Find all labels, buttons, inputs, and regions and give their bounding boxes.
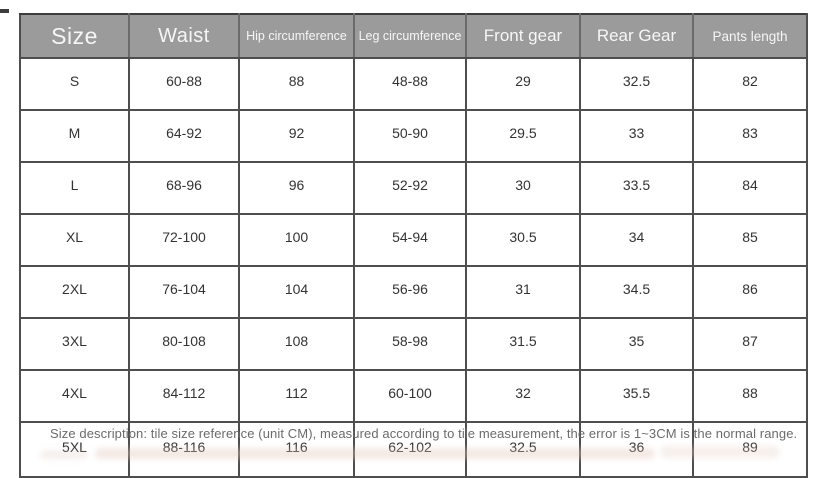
- cell-hip: 100: [238, 213, 355, 267]
- table-row-2xl: 2XL 76-104 104 56-96 31 34.5 86: [19, 265, 808, 319]
- cell-leg: 58-98: [353, 317, 467, 371]
- cell-pants-length: 86: [692, 265, 808, 319]
- cell-leg: 60-100: [353, 369, 467, 423]
- cell-front-gear: 31.5: [465, 317, 581, 371]
- cell-size: 3XL: [19, 317, 130, 371]
- cell-hip: 104: [238, 265, 355, 319]
- size-chart-page: Size Waist Hip circumference Leg circumf…: [0, 9, 808, 478]
- cell-leg: 54-94: [353, 213, 467, 267]
- cell-leg: 52-92: [353, 161, 467, 215]
- cell-front-gear: 31: [465, 265, 581, 319]
- cell-hip: 96: [238, 161, 355, 215]
- col-header-size: Size: [19, 13, 130, 59]
- cell-waist: 80-108: [128, 317, 240, 371]
- col-header-waist: Waist: [128, 13, 240, 59]
- cell-rear-gear: 34.5: [579, 265, 694, 319]
- cell-hip: 108: [238, 317, 355, 371]
- cell-rear-gear: 35: [579, 317, 694, 371]
- table-row-3xl: 3XL 80-108 108 58-98 31.5 35 87: [19, 317, 808, 371]
- col-header-front-gear: Front gear: [465, 13, 581, 59]
- table-row-l: L 68-96 96 52-92 30 33.5 84: [19, 161, 808, 215]
- cell-leg: 50-90: [353, 109, 467, 163]
- cell-rear-gear: 35.5: [579, 369, 694, 423]
- col-header-hip-circumference: Hip circumference: [238, 13, 355, 59]
- cell-size: 4XL: [19, 369, 130, 423]
- table-row-xl: XL 72-100 100 54-94 30.5 34 85: [19, 213, 808, 267]
- cell-pants-length: 87: [692, 317, 808, 371]
- cell-waist: 72-100: [128, 213, 240, 267]
- cell-size: M: [19, 109, 130, 163]
- header-row: Size Waist Hip circumference Leg circumf…: [19, 13, 808, 59]
- cell-pants-length: 84: [692, 161, 808, 215]
- cell-rear-gear: 33: [579, 109, 694, 163]
- cell-leg: 56-96: [353, 265, 467, 319]
- cell-rear-gear: 32.5: [579, 57, 694, 111]
- cell-waist: 76-104: [128, 265, 240, 319]
- cell-hip: 92: [238, 109, 355, 163]
- col-header-leg-circumference: Leg circumference: [353, 13, 467, 59]
- cell-front-gear: 30.5: [465, 213, 581, 267]
- cell-waist: 84-112: [128, 369, 240, 423]
- cell-front-gear: 29: [465, 57, 581, 111]
- cell-size: XL: [19, 213, 130, 267]
- size-description-note: Size description: tile size reference (u…: [50, 426, 798, 441]
- cell-rear-gear: 34: [579, 213, 694, 267]
- cell-waist: 68-96: [128, 161, 240, 215]
- cell-hip: 88: [238, 57, 355, 111]
- cell-hip: 112: [238, 369, 355, 423]
- cell-front-gear: 30: [465, 161, 581, 215]
- cell-waist: 64-92: [128, 109, 240, 163]
- col-header-pants-length: Pants length: [692, 13, 808, 59]
- cell-waist: 60-88: [128, 57, 240, 111]
- screenshot-edge-artifact: [0, 9, 9, 13]
- cell-pants-length: 88: [692, 369, 808, 423]
- col-header-rear-gear: Rear Gear: [579, 13, 694, 59]
- cell-front-gear: 32: [465, 369, 581, 423]
- cell-size: 2XL: [19, 265, 130, 319]
- cell-size: S: [19, 57, 130, 111]
- cell-rear-gear: 33.5: [579, 161, 694, 215]
- cell-front-gear: 29.5: [465, 109, 581, 163]
- table-row-s: S 60-88 88 48-88 29 32.5 82: [19, 57, 808, 111]
- cell-pants-length: 85: [692, 213, 808, 267]
- cell-size: L: [19, 161, 130, 215]
- table-row-m: M 64-92 92 50-90 29.5 33 83: [19, 109, 808, 163]
- cell-pants-length: 83: [692, 109, 808, 163]
- cell-pants-length: 82: [692, 57, 808, 111]
- cell-leg: 48-88: [353, 57, 467, 111]
- size-chart-table: Size Waist Hip circumference Leg circumf…: [19, 13, 808, 478]
- table-row-4xl: 4XL 84-112 112 60-100 32 35.5 88: [19, 369, 808, 423]
